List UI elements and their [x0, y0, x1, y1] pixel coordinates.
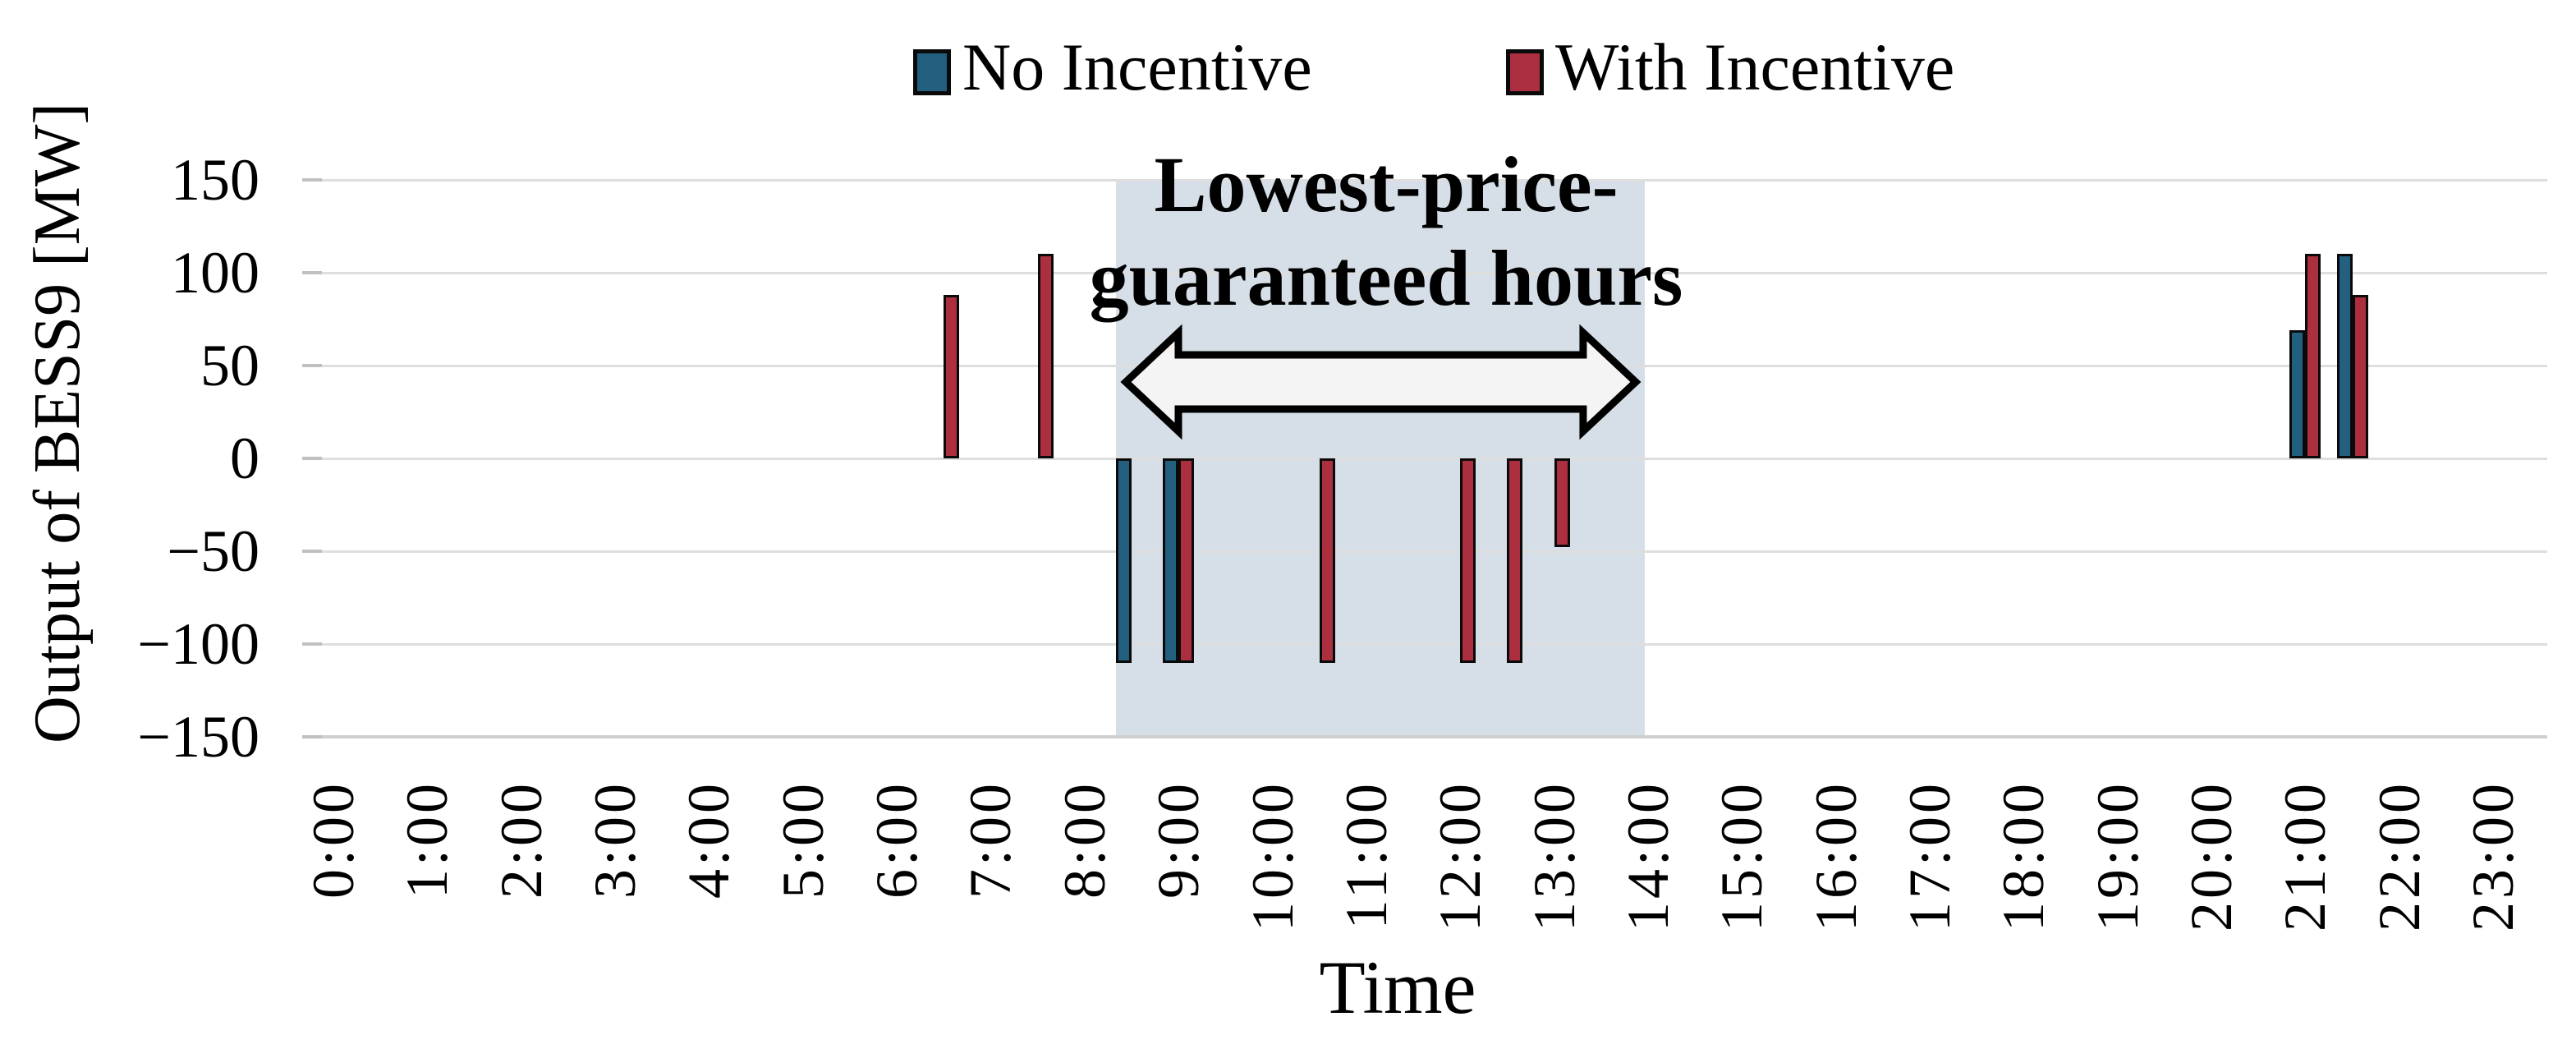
bar-with-incentive — [1554, 458, 1570, 548]
gridline — [319, 550, 2547, 553]
y-axis-tick-label: −150 — [137, 704, 259, 770]
y-axis-title: Output of BESS9 [MW] — [21, 103, 94, 743]
y-axis-tick-label: −100 — [137, 611, 259, 677]
x-axis-tick-label: 8:00 — [1051, 780, 1118, 899]
x-axis-tick-label: 19:00 — [2084, 780, 2151, 932]
bar-no-incentive — [2336, 254, 2353, 458]
x-axis-tick-label: 14:00 — [1614, 780, 1681, 932]
x-axis-tick-label: 21:00 — [2272, 780, 2339, 932]
x-axis-tick-label: 9:00 — [1146, 780, 1212, 899]
x-axis-tick-label: 10:00 — [1239, 780, 1306, 932]
y-axis-tick — [302, 735, 322, 738]
y-axis-tick-label: 50 — [200, 333, 259, 398]
y-axis-tick — [302, 642, 322, 646]
x-axis-tick-label: 0:00 — [301, 780, 366, 899]
x-axis-tick-label: 12:00 — [1427, 780, 1494, 932]
gridline — [319, 457, 2547, 460]
y-axis-tick-label: 0 — [230, 426, 259, 491]
x-axis-line — [319, 735, 2547, 738]
x-axis-tick-label: 2:00 — [488, 780, 554, 899]
double-arrow-icon — [1119, 324, 1642, 440]
y-axis-tick-label: 150 — [171, 147, 259, 213]
bar-with-incentive — [944, 295, 960, 458]
legend-swatch-with-incentive — [1506, 49, 1544, 95]
legend-label-with-incentive: With Incentive — [1555, 30, 1955, 104]
y-axis-tick-label: 100 — [171, 240, 259, 306]
y-axis-tick-label: −50 — [167, 518, 259, 584]
x-axis-tick-label: 15:00 — [1709, 780, 1775, 932]
bar-with-incentive — [2352, 295, 2368, 458]
legend-swatch-no-incentive — [913, 49, 951, 95]
legend-label-no-incentive: No Incentive — [962, 30, 1312, 104]
x-axis-tick-label: 4:00 — [676, 780, 742, 899]
y-axis-tick — [302, 457, 322, 460]
bar-with-incentive — [2305, 254, 2321, 458]
x-axis-tick-label: 6:00 — [864, 780, 930, 899]
y-axis-tick — [302, 364, 322, 367]
x-axis-tick-label: 1:00 — [394, 780, 461, 899]
x-axis-tick-label: 17:00 — [1896, 780, 1963, 932]
y-axis-tick — [302, 178, 322, 182]
bar-no-incentive — [1163, 458, 1179, 663]
gridline — [319, 178, 2547, 182]
bar-with-incentive — [1178, 458, 1195, 663]
x-axis-tick-label: 18:00 — [1991, 780, 2057, 932]
x-axis-tick-label: 11:00 — [1333, 780, 1399, 930]
y-axis-tick — [302, 271, 322, 274]
bar-with-incentive — [1460, 458, 1476, 663]
x-axis-tick-label: 7:00 — [957, 780, 1024, 899]
annotation-line-2: guaranteed hours — [1089, 234, 1683, 322]
x-axis-tick-label: 20:00 — [2179, 780, 2244, 932]
x-axis-tick-label: 5:00 — [769, 780, 836, 899]
highlight-band-annotation: Lowest-price- guaranteed hours — [1017, 138, 1756, 325]
bar-with-incentive — [1319, 458, 1335, 663]
bar-no-incentive — [1115, 458, 1132, 663]
x-axis-tick-label: 13:00 — [1521, 780, 1587, 932]
gridline — [319, 642, 2547, 646]
annotation-line-1: Lowest-price- — [1154, 140, 1619, 228]
bar-with-incentive — [1037, 254, 1054, 458]
x-axis-tick-label: 23:00 — [2460, 780, 2527, 932]
bar-no-incentive — [2289, 330, 2306, 458]
x-axis-title: Time — [1319, 945, 1476, 1029]
x-axis-tick-label: 22:00 — [2366, 780, 2432, 932]
x-axis-tick-label: 16:00 — [1802, 780, 1869, 932]
x-axis-tick-label: 3:00 — [582, 780, 649, 899]
y-axis-tick — [302, 550, 322, 553]
gridline — [319, 271, 2547, 274]
bar-with-incentive — [1507, 458, 1523, 663]
